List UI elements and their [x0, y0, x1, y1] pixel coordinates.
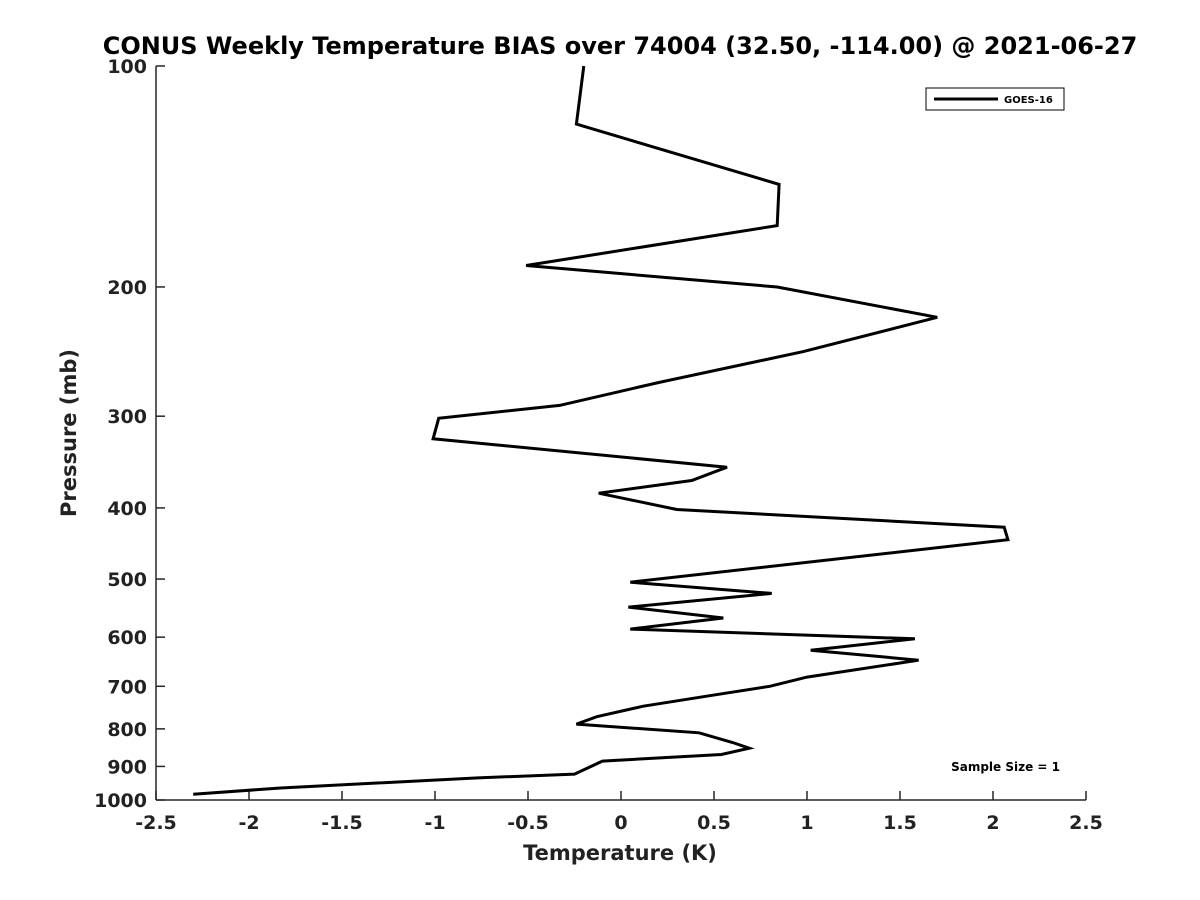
y-tick-label: 100: [107, 56, 147, 78]
x-tick-label: -0.5: [507, 812, 549, 834]
x-tick-label: -1.5: [321, 812, 363, 834]
y-tick-label: 900: [107, 756, 147, 778]
y-tick-label: 700: [107, 676, 147, 698]
x-tick-label: 2: [986, 812, 999, 834]
y-tick-label: 1000: [94, 790, 147, 812]
sample-size-annotation: Sample Size = 1: [951, 760, 1060, 774]
x-tick-label: 1: [800, 812, 813, 834]
y-tick-label: 500: [107, 569, 147, 591]
chart-title: CONUS Weekly Temperature BIAS over 74004…: [103, 32, 1138, 60]
x-tick-label: 0.5: [697, 812, 731, 834]
y-axis-ticks: 100 200 300 400 500 600 700 800 900 1000: [94, 56, 165, 812]
legend: GOES-16: [925, 87, 1065, 111]
x-tick-label: 0: [614, 812, 627, 834]
y-tick-label: 200: [107, 277, 147, 299]
x-tick-label: 1.5: [883, 812, 917, 834]
x-axis-label: Temperature (K): [523, 841, 717, 865]
plot-axes: [155, 66, 1086, 801]
x-tick-label: 2.5: [1069, 812, 1103, 834]
y-tick-label: 800: [107, 719, 147, 741]
x-axis-ticks: -2.5 -2 -1.5 -1 -0.5 0 0.5 1 1.5 2 2.5: [135, 791, 1103, 834]
series-layer: [193, 65, 1010, 796]
y-tick-label: 400: [107, 498, 147, 520]
y-tick-label: 300: [107, 406, 147, 428]
series-line-goes-16: [193, 65, 1010, 796]
y-axis-label: Pressure (mb): [57, 349, 81, 517]
y-tick-label: 600: [107, 627, 147, 649]
x-tick-label: -1: [424, 812, 445, 834]
x-tick-label: -2.5: [135, 812, 177, 834]
x-tick-label: -2: [238, 812, 259, 834]
legend-entry-label: GOES-16: [1004, 95, 1053, 106]
